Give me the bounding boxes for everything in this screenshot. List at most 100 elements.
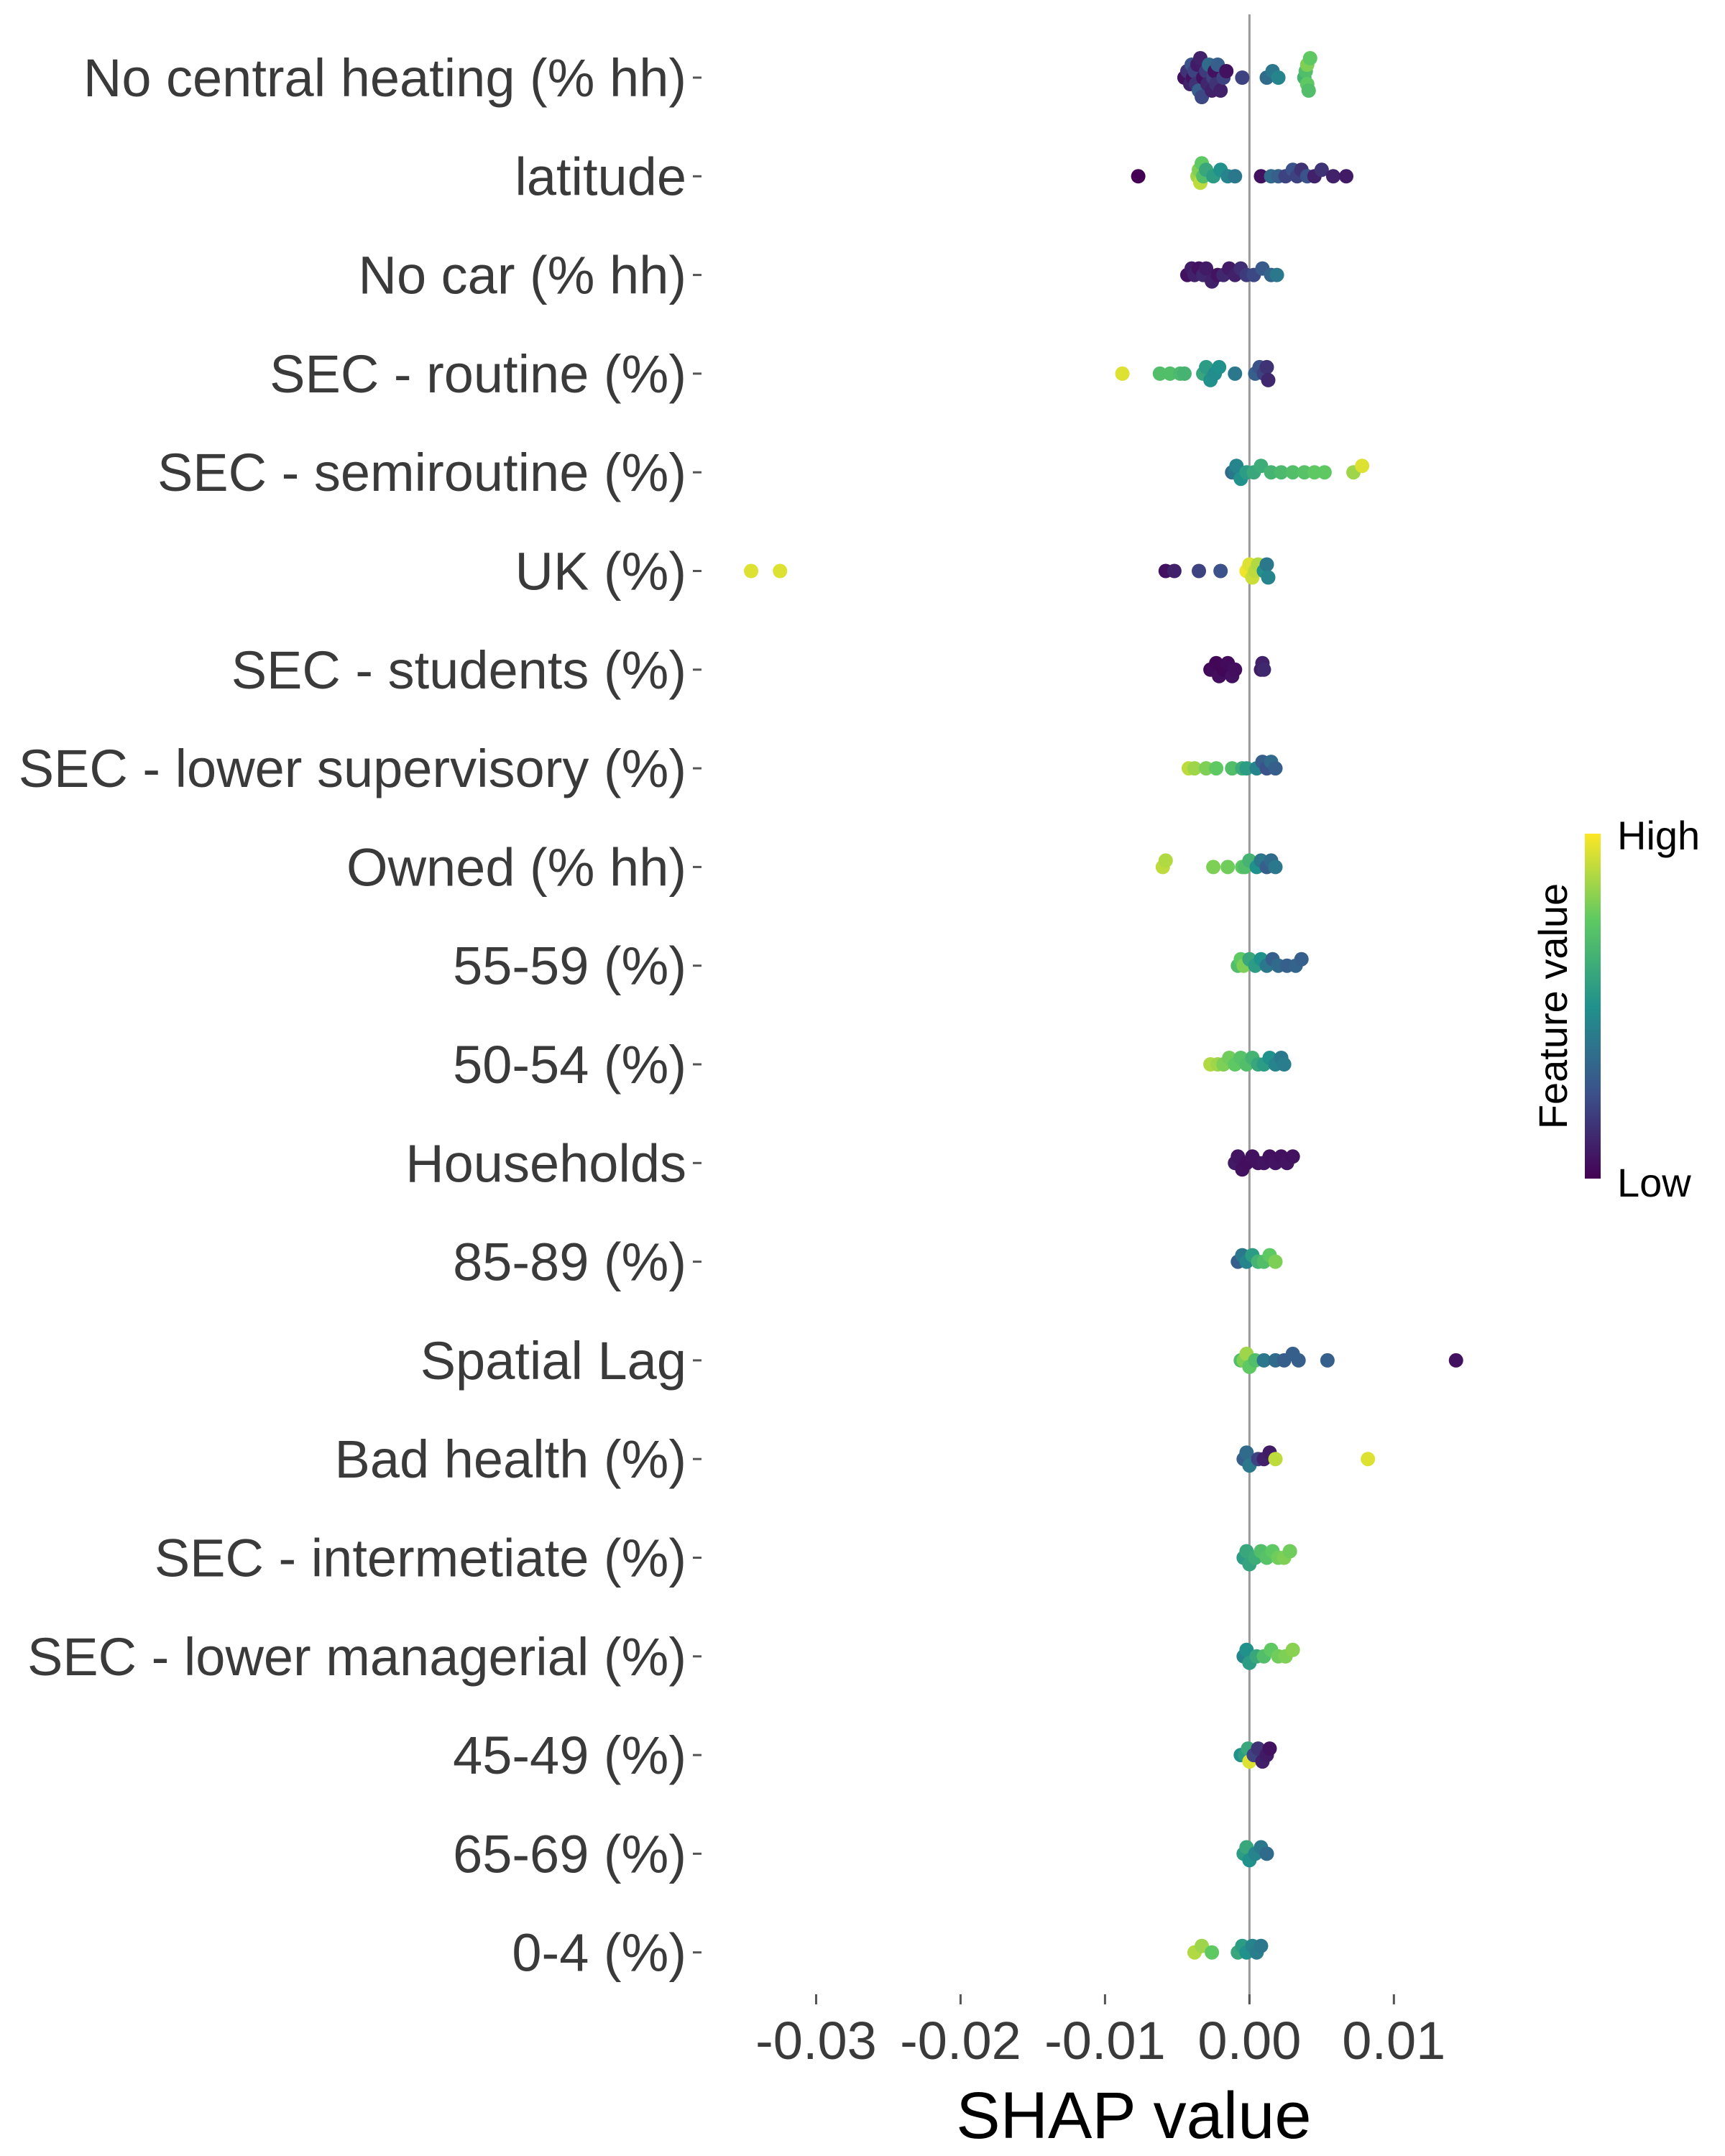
shap-point [1213,83,1228,98]
shap-point [1355,459,1370,474]
shap-point [1282,1544,1297,1559]
feature-label: SEC - lower supervisory (%) [19,739,686,798]
shap-point [1115,366,1130,381]
shap-point [1271,70,1286,85]
shap-point [773,563,788,579]
shap-point [1325,169,1340,184]
shap-point [1213,563,1228,579]
shap-point [1254,1938,1269,1953]
feature-label: 45-49 (%) [453,1726,686,1785]
x-tick-label: -0.02 [900,2011,1021,2070]
color-legend: High Low Feature value [1530,813,1700,1205]
feature-label: UK (%) [515,542,686,602]
shap-point [1131,169,1146,184]
shap-point [1268,1452,1283,1467]
legend-title: Feature value [1530,883,1576,1129]
shap-point [1268,761,1283,776]
shap-point [1256,662,1271,677]
shap-point [1261,372,1276,387]
shap-point [1225,761,1240,776]
shap-point [1274,465,1289,480]
feature-label: 65-69 (%) [453,1824,686,1884]
shap-point [1206,860,1221,875]
feature-label: SEC - intermetiate (%) [155,1529,686,1588]
shap-point [1152,366,1167,381]
shap-point [1302,51,1317,65]
feature-label: SEC - lower managerial (%) [27,1627,686,1687]
feature-label: latitude [515,147,686,206]
shap-point [1239,1445,1254,1460]
feature-label: Bad health (%) [335,1429,687,1489]
shap-point [1205,1945,1220,1960]
shap-point [1285,465,1300,480]
feature-label: 55-59 (%) [453,936,686,996]
feature-label: 85-89 (%) [453,1233,686,1292]
feature-label: Owned (% hh) [346,837,686,897]
feature-label: SEC - students (%) [231,640,686,700]
shap-point [1228,169,1243,184]
legend-low-label: Low [1617,1160,1691,1205]
shap-point [1261,570,1276,585]
shap-point [1294,952,1309,967]
x-tick-label: 0.01 [1342,2011,1445,2070]
shap-point [1219,64,1234,78]
shap-point [744,563,759,579]
feature-label: No car (% hh) [359,246,686,305]
shap-point [1285,1149,1300,1164]
x-axis-title: SHAP value [956,2079,1311,2152]
x-tick-label: 0.00 [1197,2011,1301,2070]
feature-label: SEC - semiroutine (%) [157,443,686,502]
shap-point [1259,557,1274,572]
shap-point [1167,563,1182,579]
shap-point [1209,761,1224,776]
feature-label: No central heating (% hh) [83,48,686,108]
feature-label: 50-54 (%) [453,1035,686,1095]
shap-point [1264,465,1279,480]
shap-point [1228,662,1243,677]
feature-label: 0-4 (%) [512,1923,686,1983]
feature-label: Spatial Lag [420,1331,686,1391]
shap-point [1256,1353,1271,1368]
shap-point [1199,761,1214,776]
shap-point [1301,83,1316,98]
shap-point [1339,169,1354,184]
feature-label: Households [405,1133,686,1193]
shap-point [1269,267,1284,282]
shap-point [1192,563,1207,579]
shap-point [1228,366,1243,381]
shap-point [1162,366,1177,381]
shap-point [1235,70,1250,85]
shap-point [1158,853,1173,868]
shap-point [1314,162,1329,178]
shap-points [744,51,1463,1960]
shap-point [1285,1642,1300,1657]
shap-point [1220,860,1236,875]
shap-point [1259,359,1274,374]
shap-point [1276,1057,1292,1072]
shap-point [1320,1353,1335,1368]
y-axis-ticks [693,76,702,1954]
feature-label: SEC - routine (%) [270,344,686,404]
shap-point [1307,465,1322,480]
feature-labels: No central heating (% hh) latitude No car … [19,48,686,1983]
legend-color-bar [1585,834,1601,1179]
x-axis: -0.03 -0.02 -0.01 0.00 0.01 [755,1994,1445,2070]
shap-point [1259,1846,1274,1861]
shap-point [1177,366,1192,381]
shap-point [1291,1353,1306,1368]
shap-point [1254,169,1269,184]
shap-point [1317,465,1332,480]
shap-point [1187,761,1202,776]
shap-point [1268,860,1283,875]
shap-point [1448,1353,1463,1368]
shap-point [1262,1741,1277,1756]
shap-point [1361,1452,1376,1467]
shap-point [1239,761,1254,776]
x-tick-label: -0.01 [1044,2011,1166,2070]
shap-point [1199,261,1214,276]
x-tick-label: -0.03 [755,2011,877,2070]
shap-point [1297,465,1312,480]
shap-point [1212,359,1227,374]
shap-point [1268,1254,1283,1269]
